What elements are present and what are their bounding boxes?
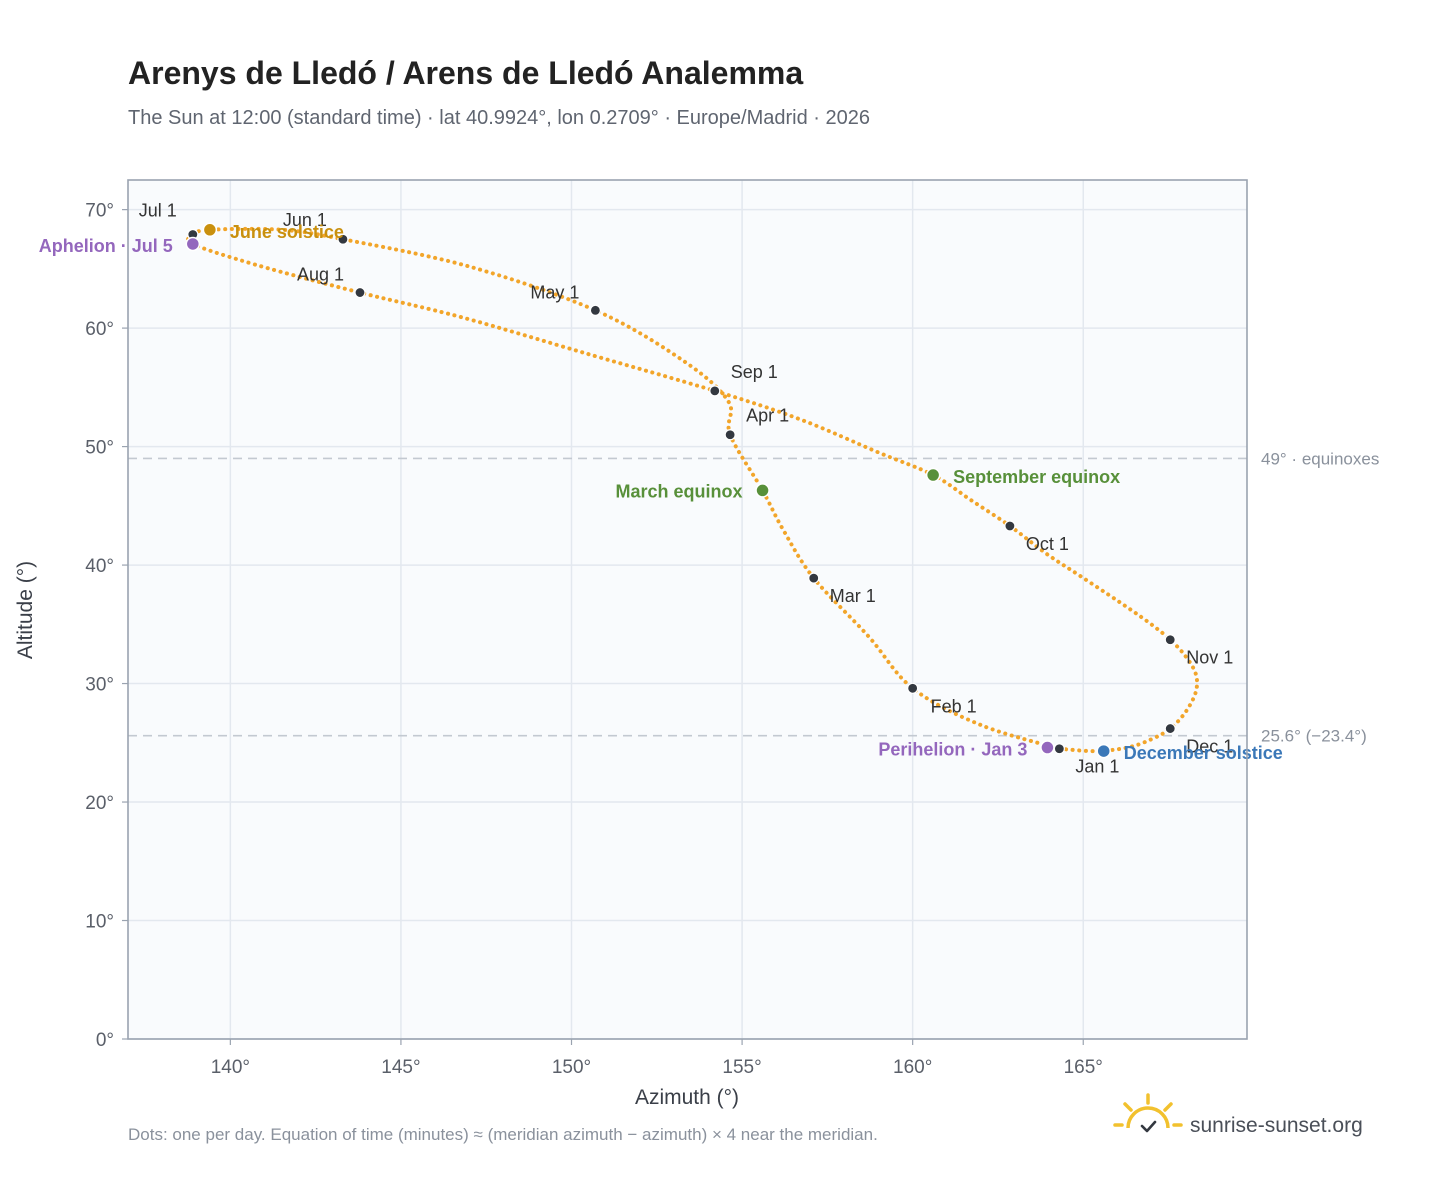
month-label-nov-1: Nov 1 — [1186, 648, 1233, 668]
plot-area — [128, 180, 1247, 1039]
chart-subtitle: The Sun at 12:00 (standard time) · lat 4… — [128, 107, 870, 129]
month-label-apr-1: Apr 1 — [746, 406, 789, 426]
x-axis-label: Azimuth (°) — [635, 1086, 739, 1109]
y-tick-label: 0° — [96, 1030, 114, 1051]
event-dot-december-solstice — [1096, 743, 1111, 759]
reference-line-label: 25.6° (−23.4°) — [1261, 727, 1367, 746]
month-dot-mar-1 — [808, 572, 820, 584]
y-tick-label: 50° — [85, 438, 114, 459]
event-dot-aphelion-jul-5 — [185, 236, 201, 252]
x-tick-label: 165° — [1064, 1057, 1103, 1078]
y-tick-label: 20° — [85, 793, 114, 814]
month-dot-jun-1 — [337, 233, 349, 245]
analemma-path — [185, 226, 1200, 754]
month-dot-aug-1 — [354, 286, 366, 299]
month-dot-jan-1 — [1053, 743, 1065, 755]
month-markers: Jan 1 Feb 1 Mar 1 Apr 1 May 1 Jun 1 Jul 1 Aug 1… — [139, 201, 1233, 777]
month-dot-oct-1 — [1004, 520, 1016, 532]
event-label-december-solstice: December solstice — [1124, 743, 1283, 763]
month-dot-apr-1 — [724, 429, 736, 441]
grid-lines — [128, 180, 1247, 1040]
event-label-aphelion-jul-5: Aphelion · Jul 5 — [39, 236, 173, 256]
y-tick-label: 30° — [85, 675, 114, 696]
reference-lines: 49° · equinoxes 25.6° (−23.4°) — [128, 449, 1379, 746]
x-tick-label: 140° — [211, 1057, 250, 1078]
month-label-feb-1: Feb 1 — [931, 696, 977, 716]
event-dot-perihelion-jan-3 — [1040, 740, 1055, 755]
event-dot-september-equinox — [925, 467, 941, 483]
month-label-dec-1: Dec 1 — [1186, 737, 1233, 757]
month-label-jun-1: Jun 1 — [283, 210, 327, 230]
month-label-may-1: May 1 — [530, 282, 579, 302]
chart-title: Arenys de Lledó / Arens de Lledó Analemm… — [128, 55, 803, 91]
y-axis-label: Altitude (°) — [14, 561, 37, 659]
analemma-curve — [185, 226, 1200, 754]
month-dot-may-1 — [589, 304, 601, 316]
y-tick-label: 40° — [85, 556, 114, 577]
x-tick-label: 145° — [381, 1057, 420, 1078]
month-label-sep-1: Sep 1 — [731, 362, 778, 382]
x-axis-ticks: 140° 145° 150° 155° 160° 165° — [211, 1039, 1103, 1078]
event-label-march-equinox: March equinox — [616, 481, 743, 501]
plot-frame — [127, 179, 1248, 1040]
event-dot-march-equinox — [755, 483, 770, 498]
brand-name: sunrise-sunset.org — [1190, 1114, 1363, 1137]
sun-logo-icon — [1113, 1093, 1183, 1133]
month-label-aug-1: Aug 1 — [297, 265, 344, 285]
footnote: Dots: one per day. Equation of time (min… — [128, 1125, 878, 1144]
y-tick-label: 60° — [85, 319, 114, 340]
x-tick-label: 150° — [552, 1057, 591, 1078]
month-dot-sep-1 — [709, 385, 721, 397]
month-label-oct-1: Oct 1 — [1026, 534, 1069, 554]
event-dot-june-solstice — [202, 222, 218, 238]
y-tick-label: 70° — [85, 201, 114, 222]
month-dot-feb-1 — [907, 682, 919, 694]
month-label-jan-1: Jan 1 — [1075, 757, 1119, 777]
reference-line-label: 49° · equinoxes — [1261, 449, 1379, 468]
month-dot-dec-1 — [1164, 722, 1176, 735]
month-label-mar-1: Mar 1 — [830, 586, 876, 606]
x-tick-label: 155° — [722, 1057, 761, 1078]
event-label-september-equinox: September equinox — [953, 467, 1120, 487]
x-tick-label: 160° — [893, 1057, 932, 1078]
event-label-perihelion-jan-3: Perihelion · Jan 3 — [878, 740, 1027, 760]
event-label-june-solstice: June solstice — [230, 222, 344, 242]
y-axis-ticks: 0° 10° 20° 30° 40° 50° 60° 70° — [85, 201, 128, 1051]
y-tick-label: 10° — [85, 912, 114, 933]
month-label-jul-1: Jul 1 — [139, 201, 177, 221]
month-dot-nov-1 — [1164, 634, 1176, 646]
event-markers: June solstice Aphelion · Jul 5 March equin… — [39, 222, 1283, 763]
